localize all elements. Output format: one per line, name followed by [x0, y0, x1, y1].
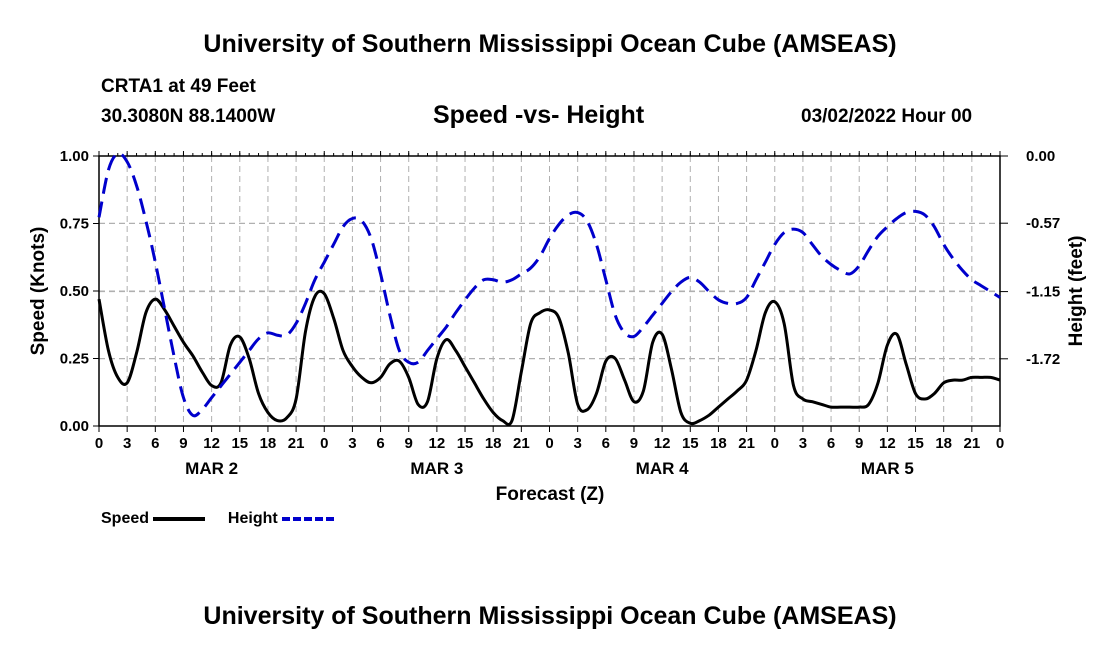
x-tick-label: 18	[710, 435, 727, 452]
chart-subtitle: Speed -vs- Height	[433, 101, 645, 129]
x-tick-label: 18	[485, 435, 502, 452]
y-tick-label: 1.00	[60, 148, 89, 165]
y-tick-label: 0.00	[60, 418, 89, 435]
x-tick-label: 15	[231, 435, 248, 452]
x-tick-label: 0	[771, 435, 779, 452]
day-label: MAR 3	[410, 459, 463, 478]
legend-height-swatch	[282, 516, 335, 521]
x-tick-label: 9	[179, 435, 187, 452]
day-label: MAR 2	[185, 459, 238, 478]
x-tick-label: 3	[348, 435, 356, 452]
x-tick-label: 12	[429, 435, 446, 452]
y2-tick-label: -0.57	[1026, 215, 1060, 232]
chart-title: University of Southern Mississippi Ocean…	[203, 30, 897, 58]
x-tick-label: 15	[682, 435, 699, 452]
x-tick-label: 21	[288, 435, 305, 452]
x-tick-label: 0	[545, 435, 553, 452]
height-series-line	[97, 151, 1001, 418]
plot-frame	[98, 155, 1001, 427]
y2-axis-label: Height (feet)	[1066, 236, 1087, 347]
x-tick-label: 21	[513, 435, 530, 452]
x-tick-label: 21	[964, 435, 981, 452]
legend-speed-swatch	[153, 516, 206, 521]
legend-speed-label: Speed	[101, 510, 150, 527]
x-tick-label: 9	[405, 435, 413, 452]
x-tick-label: 3	[573, 435, 581, 452]
x-tick-label: 12	[654, 435, 671, 452]
x-tick-label: 18	[260, 435, 277, 452]
y2-tick-label: 0.00	[1026, 148, 1055, 165]
x-tick-label: 0	[996, 435, 1004, 452]
x-tick-label: 15	[457, 435, 474, 452]
x-tick-label: 6	[376, 435, 384, 452]
x-tick-label: 3	[799, 435, 807, 452]
station-label: CRTA1 at 49 Feet	[101, 76, 256, 97]
day-label: MAR 5	[861, 459, 914, 478]
x-tick-label: 0	[320, 435, 328, 452]
x-tick-label: 3	[123, 435, 131, 452]
speed-series-line	[97, 289, 1001, 426]
x-tick-label: 9	[630, 435, 638, 452]
footer-title: University of Southern Mississippi Ocean…	[203, 602, 897, 630]
x-tick-label: 12	[203, 435, 220, 452]
x-tick-label: 6	[602, 435, 610, 452]
x-tick-label: 0	[95, 435, 103, 452]
y-axis-label: Speed (Knots)	[28, 227, 49, 356]
y2-tick-label: -1.15	[1026, 284, 1060, 301]
x-tick-label: 6	[151, 435, 159, 452]
x-tick-label: 12	[879, 435, 896, 452]
y-tick-label: 0.75	[60, 216, 89, 233]
x-tick-label: 9	[855, 435, 863, 452]
grid-lines	[98, 155, 1001, 426]
legend-height-label: Height	[227, 510, 278, 527]
x-tick-label: 6	[827, 435, 835, 452]
forecast-date: 03/02/2022 Hour 00	[801, 106, 973, 127]
x-tick-label: 18	[935, 435, 952, 452]
station-coords: 30.3080N 88.1400W	[101, 106, 276, 127]
y2-tick-label: -1.72	[1026, 351, 1060, 368]
y-tick-label: 0.50	[60, 283, 89, 300]
legend: Speed Height	[101, 510, 335, 528]
x-tick-label: 21	[738, 435, 755, 452]
x-tick-label: 15	[907, 435, 924, 452]
x-axis-label: Forecast (Z)	[496, 484, 605, 505]
axis-ticks: 0 3 6 9 12 15 18 21 0 3 6 9 12 15 18 21 0 3 6 9 12 15 18 21 0 3 6 9…	[60, 148, 1060, 478]
y-tick-label: 0.25	[60, 351, 89, 368]
day-label: MAR 4	[636, 459, 689, 478]
series-group	[97, 151, 1001, 426]
